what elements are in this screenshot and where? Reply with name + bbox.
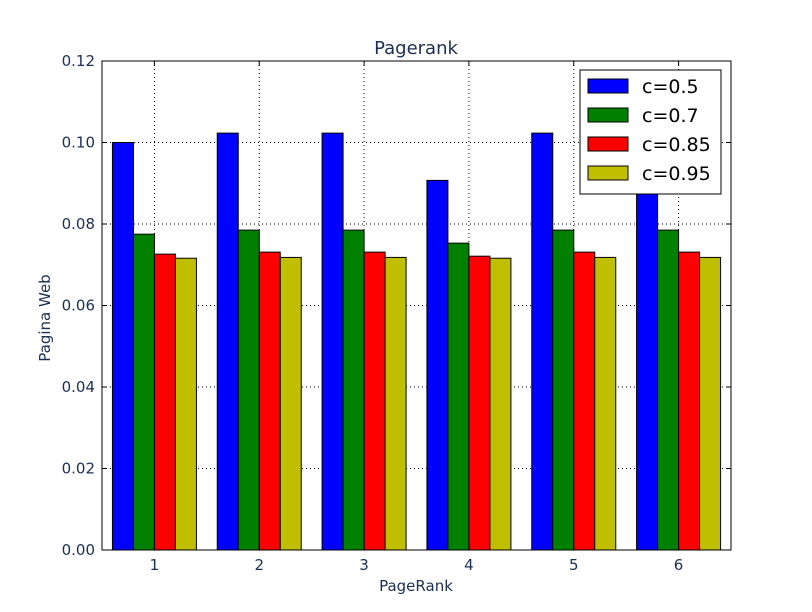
bar-c=0.5-4 bbox=[426, 179, 449, 551]
bar-c=0.85-2 bbox=[258, 251, 281, 551]
x-tick-label: 4 bbox=[464, 556, 474, 574]
bar-c=0.5-6 bbox=[636, 166, 659, 551]
bar-c=0.5-2 bbox=[216, 132, 239, 551]
y-tick-label: 0.04 bbox=[62, 378, 95, 396]
legend: c=0.5 c=0.7 c=0.85 c=0.95 bbox=[579, 69, 722, 195]
bars bbox=[111, 132, 722, 551]
bar-c=0.95-6 bbox=[699, 256, 722, 551]
legend-swatch bbox=[587, 136, 629, 152]
bar-c=0.85-3 bbox=[363, 251, 386, 551]
bar-c=0.95-4 bbox=[489, 257, 512, 551]
y-tick-label: 0.02 bbox=[62, 460, 95, 478]
legend-label: c=0.7 bbox=[642, 105, 699, 127]
legend-swatch bbox=[587, 78, 629, 94]
x-tick-label: 5 bbox=[569, 556, 579, 574]
bar-c=0.7-5 bbox=[552, 229, 575, 551]
y-tick-label: 0.10 bbox=[62, 134, 95, 152]
y-axis-label: Pagina Web bbox=[36, 274, 54, 361]
bar-c=0.95-3 bbox=[384, 256, 407, 551]
chart-title: Pagerank bbox=[374, 38, 458, 59]
x-axis-label: PageRank bbox=[379, 577, 453, 595]
bar-c=0.7-2 bbox=[237, 229, 260, 551]
bar-c=0.5-3 bbox=[321, 132, 344, 551]
legend-label: c=0.5 bbox=[642, 76, 699, 98]
bar-c=0.5-1 bbox=[111, 142, 134, 551]
legend-label: c=0.85 bbox=[642, 134, 711, 156]
legend-swatch bbox=[587, 165, 629, 181]
x-tick-label: 6 bbox=[674, 556, 684, 574]
y-tick-label: 0.06 bbox=[62, 297, 95, 315]
bar-c=0.7-4 bbox=[447, 242, 470, 551]
y-tick-label: 0.08 bbox=[62, 215, 95, 233]
legend-label: c=0.95 bbox=[642, 163, 711, 185]
bar-c=0.7-3 bbox=[342, 229, 365, 551]
bar-c=0.85-5 bbox=[573, 251, 596, 551]
bar-c=0.85-1 bbox=[153, 253, 176, 551]
bar-c=0.7-1 bbox=[132, 233, 155, 551]
x-tick-label: 1 bbox=[150, 556, 160, 574]
x-tick-label: 3 bbox=[359, 556, 369, 574]
bar-c=0.95-5 bbox=[594, 256, 617, 551]
bar-c=0.85-4 bbox=[468, 255, 491, 551]
bar-c=0.95-2 bbox=[279, 256, 302, 551]
bar-c=0.7-6 bbox=[657, 229, 680, 551]
x-tick-label: 2 bbox=[254, 556, 264, 574]
bar-c=0.5-5 bbox=[531, 132, 554, 551]
y-tick-label: 0.00 bbox=[62, 541, 95, 559]
legend-swatch bbox=[587, 107, 629, 123]
bar-c=0.95-1 bbox=[174, 257, 197, 551]
axis-ticks: 0.00 0.02 0.04 0.06 0.08 0.10 0.12 1 2 3 4 5 6 bbox=[62, 52, 731, 574]
y-tick-label: 0.12 bbox=[62, 52, 95, 70]
bar-c=0.85-6 bbox=[678, 251, 701, 551]
